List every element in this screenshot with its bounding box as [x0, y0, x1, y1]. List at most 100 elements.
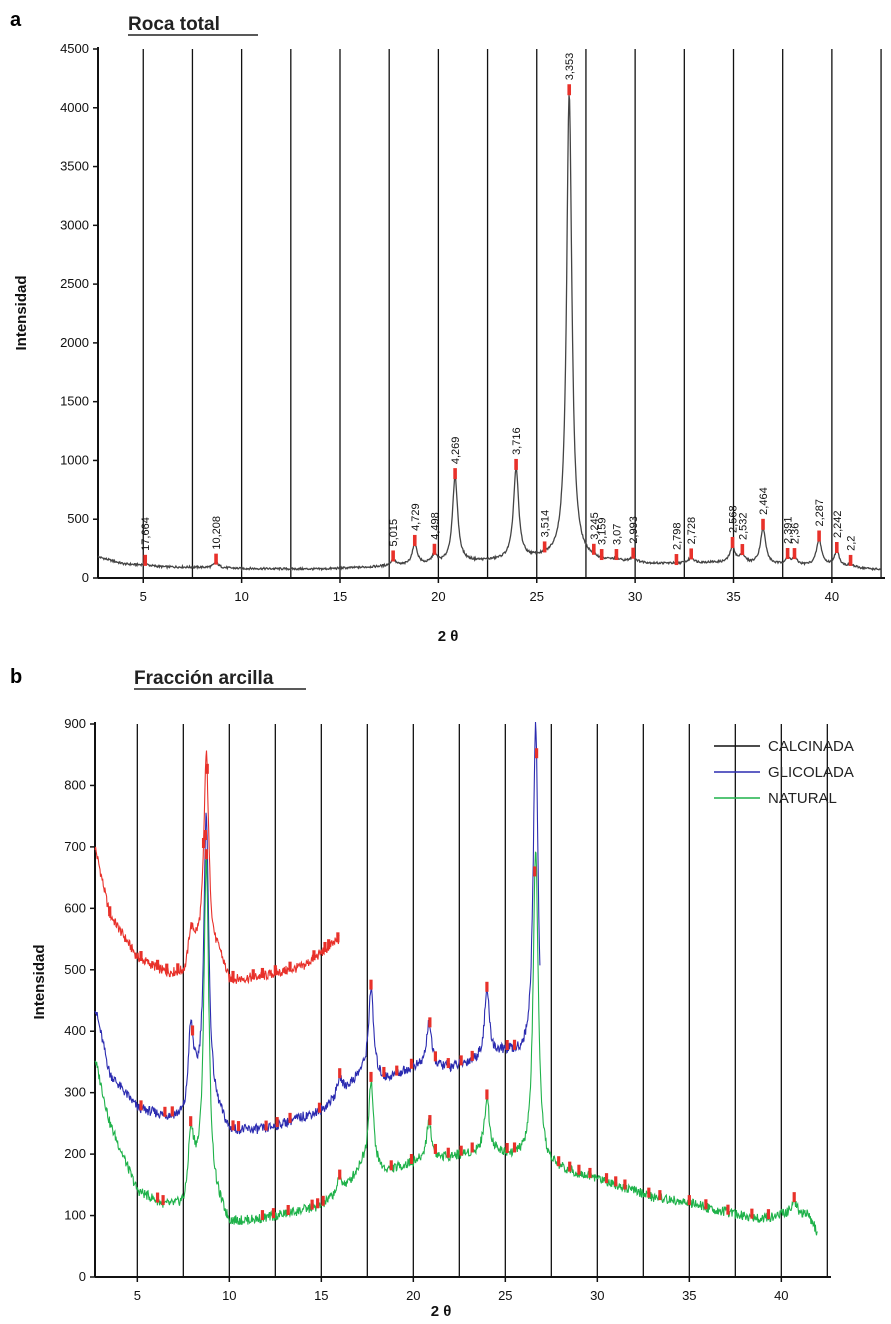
panel-a-peak-marker: [432, 543, 437, 555]
panel-b-series-2-marker: [505, 1142, 509, 1153]
panel-b-series-2-marker: [316, 1198, 320, 1209]
panel-b-series-1-marker: [275, 1117, 279, 1128]
panel-b-series-2-marker: [647, 1187, 651, 1198]
panel-b-series-2-marker: [588, 1167, 592, 1178]
panel-a-peak-marker: [689, 548, 694, 560]
panel-a-x-tick-label: 35: [726, 589, 740, 604]
panel-b-x-tick-label: 15: [314, 1288, 328, 1303]
panel-b-series-2-marker: [623, 1179, 627, 1190]
panel-b-series-line-2: [94, 851, 818, 1236]
panel-b-y-tick-label: 300: [64, 1085, 86, 1100]
panel-a-peak-label: 5,015: [388, 519, 400, 547]
panel-b-series-2-marker: [687, 1195, 691, 1206]
panel-b-series-1-marker: [470, 1050, 474, 1061]
panel-b-series-0-marker: [176, 963, 180, 974]
panel-b-series-1-marker: [446, 1058, 450, 1069]
panel-a-peak-label: 3,353: [564, 53, 576, 81]
panel-a-peak-label: 2,532: [737, 513, 749, 541]
panel-b-series-2-marker: [750, 1208, 754, 1219]
panel-a-peak-label: 10,208: [211, 516, 223, 550]
panel-a-peak-marker: [599, 549, 604, 561]
panel-b-x-tick-label: 10: [222, 1288, 236, 1303]
panel-a-x-tick-label: 25: [530, 589, 544, 604]
panel-b-y-tick-label: 0: [79, 1269, 86, 1284]
panel-b-fraccion-arcilla: b Fracción arcilla Intensidad 2 θ 0 100 20…: [10, 666, 854, 1320]
panel-b-series-2-marker: [512, 1142, 517, 1153]
panel-b-series-0-marker: [155, 959, 160, 970]
panel-a-peak-label: 2,391: [783, 516, 795, 544]
panel-b-series-line-1: [94, 721, 541, 1135]
panel-a-peak-label: 3,07: [611, 524, 623, 545]
panel-a-peak-marker: [542, 541, 547, 553]
panel-b-series-1-marker: [512, 1039, 517, 1050]
panel-b-series-2-marker: [568, 1161, 572, 1172]
panel-a-peak-label: 2,2: [846, 536, 858, 551]
panel-a-x-axis-title: 2 θ: [438, 628, 459, 645]
panel-a-y-tick-label: 1000: [60, 452, 89, 467]
panel-a-peak-marker: [631, 547, 635, 559]
panel-b-series-2-marker: [271, 1208, 276, 1219]
panel-b-y-tick-label: 100: [64, 1208, 86, 1223]
panel-a-series-line-0: [97, 95, 882, 572]
panel-a-x-tick-label: 30: [628, 589, 642, 604]
panel-a-peak-label: 4,498: [429, 512, 441, 540]
panel-a-peak-marker: [391, 550, 395, 562]
panel-a-x-tick-label: 40: [825, 589, 839, 604]
panel-a-peak-marker: [412, 534, 417, 546]
panel-a-peak-label: 2,993: [628, 516, 640, 544]
panel-b-series-line-0: [94, 750, 340, 985]
panel-b-x-tick-label: 30: [590, 1288, 604, 1303]
panel-a-peak-marker: [514, 458, 518, 470]
panel-b-series-2-marker: [433, 1143, 437, 1154]
panel-a-y-tick-label: 4000: [60, 100, 89, 115]
panel-b-y-tick-label: 900: [64, 716, 86, 731]
panel-b-series-0-marker: [139, 951, 143, 962]
panel-b-series-1-marker: [163, 1106, 167, 1117]
panel-a-y-tick-label: 2000: [60, 335, 89, 350]
panel-b-y-axis-title: Intensidad: [31, 944, 48, 1019]
panel-b-series-1-marker: [231, 1120, 235, 1131]
panel-b-series-1-marker: [338, 1068, 342, 1079]
panel-b-title: Fracción arcilla: [134, 668, 274, 689]
panel-b-series-1-marker: [395, 1065, 399, 1076]
panel-a-peak-marker: [834, 541, 839, 553]
panel-b-series-2-marker: [614, 1176, 618, 1187]
panel-b-series-1-marker: [236, 1121, 241, 1132]
panel-b-series-0-marker: [201, 837, 206, 848]
panel-b-y-tick-label: 800: [64, 777, 86, 792]
panel-b-series-0-marker: [108, 906, 112, 917]
panel-b-y-tick-label: 700: [64, 839, 86, 854]
panel-a-peak-label: 2,36: [789, 523, 801, 544]
panel-b-y-tick-label: 400: [64, 1023, 86, 1038]
panel-a-y-tick-label: 3500: [60, 159, 89, 174]
panel-a-letter: a: [10, 9, 22, 31]
panel-b-x-tick-label: 35: [682, 1288, 696, 1303]
panel-b-x-tick-label: 20: [406, 1288, 420, 1303]
panel-b-letter: b: [10, 666, 22, 688]
panel-a-x-tick-label: 5: [140, 589, 147, 604]
panel-a-y-tick-label: 2500: [60, 276, 89, 291]
panel-b-series-2-marker: [161, 1195, 165, 1206]
panel-b-legend-label-0: CALCINADA: [768, 738, 854, 755]
panel-a-peak-marker: [785, 547, 790, 559]
panel-a-peak-label: 2,568: [728, 505, 740, 533]
panel-b-series-0-marker: [260, 967, 265, 978]
panel-a-x-tick-label: 20: [431, 589, 445, 604]
panel-a-peak-marker: [567, 84, 572, 96]
panel-a-peak-marker: [730, 536, 735, 548]
panel-b-series-1-marker: [485, 981, 489, 992]
panel-b-series-1-marker: [459, 1055, 463, 1066]
panel-a-peak-label: 4,729: [410, 503, 422, 531]
panel-b-series-1-marker: [170, 1106, 174, 1117]
panel-b-x-tick-label: 5: [134, 1288, 141, 1303]
panel-a-y-tick-label: 0: [82, 570, 89, 585]
panel-b-series-2-marker: [409, 1154, 414, 1165]
panel-a-x-tick-label: 15: [333, 589, 347, 604]
panel-b-series-2-marker: [389, 1160, 393, 1171]
panel-a-peak-label: 3,159: [597, 518, 609, 546]
panel-b-series-1-marker: [369, 979, 373, 990]
panel-b-series-2-marker: [321, 1195, 325, 1206]
panel-b-series-2-marker: [260, 1210, 265, 1221]
